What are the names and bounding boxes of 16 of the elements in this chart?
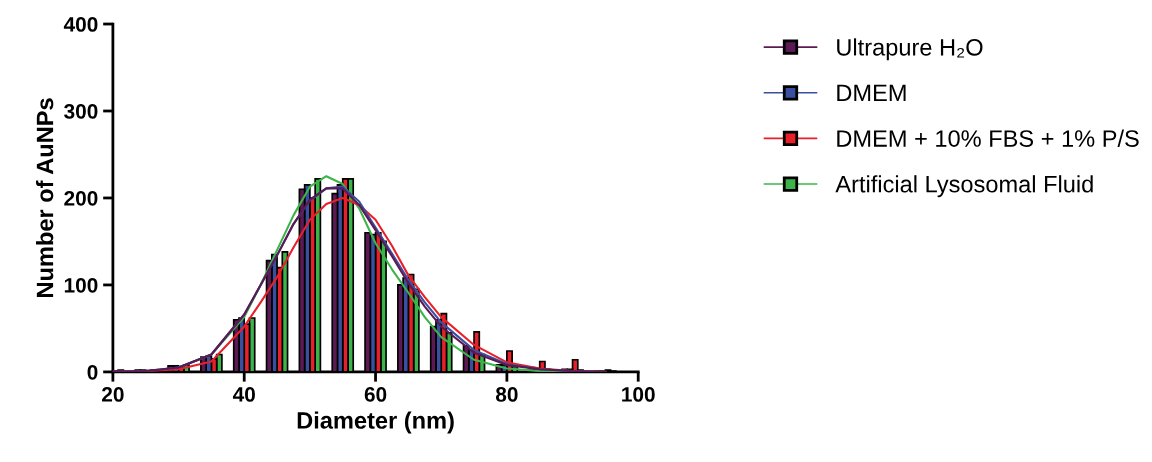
legend-label: DMEM <box>837 84 906 102</box>
legend-label: DMEM + 10% FBS + 1% P/S <box>837 129 1139 147</box>
x-tick-label: 60 <box>364 387 387 402</box>
y-tick-label: 0 <box>87 364 98 380</box>
y-axis-title: Number of AuNPs <box>35 98 54 297</box>
legend-label: Artificial Lysosomal Fluid <box>835 175 1093 198</box>
x-tick-label: 20 <box>102 387 124 402</box>
x-tick-label: 40 <box>232 387 255 402</box>
x-tick-label: 100 <box>622 387 655 402</box>
y-tick-label: 300 <box>64 104 98 119</box>
y-tick-label: 400 <box>63 17 98 32</box>
x-axis-title: Diameter (nm) <box>297 411 454 434</box>
x-tick-label: 80 <box>495 387 518 402</box>
y-tick-label: 100 <box>64 277 98 293</box>
y-tick-label: 200 <box>64 190 98 206</box>
legend-label: Ultrapure H₂O <box>837 38 983 61</box>
